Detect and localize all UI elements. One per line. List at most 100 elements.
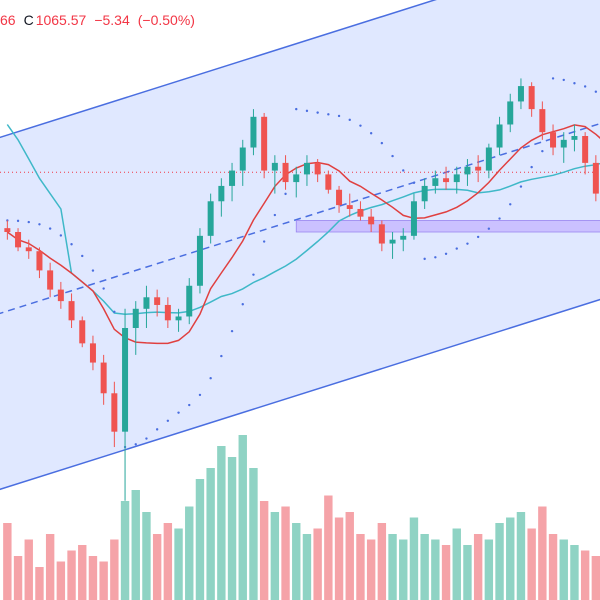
channel-lower-line xyxy=(0,298,600,491)
volume-bar xyxy=(570,545,579,600)
volume-bar xyxy=(527,528,536,600)
volume-bar xyxy=(463,545,472,600)
candle-body xyxy=(68,301,75,321)
candle-body xyxy=(432,178,439,186)
volume-bar xyxy=(142,512,151,600)
psar-dot xyxy=(113,310,116,313)
volume-bar xyxy=(185,506,194,600)
candle-body xyxy=(485,147,492,171)
candle-body xyxy=(207,201,214,236)
psar-dot xyxy=(16,219,20,223)
volume-bar xyxy=(334,517,344,600)
volume-bar xyxy=(163,523,173,600)
psar-dot xyxy=(337,114,341,118)
candle-body xyxy=(122,328,129,432)
candle-body xyxy=(336,189,343,206)
volume-bar xyxy=(580,550,590,600)
candle-body xyxy=(325,174,332,190)
candle-body xyxy=(528,86,535,110)
psar-dot xyxy=(509,203,512,206)
close-label: C xyxy=(23,12,34,28)
candle-body xyxy=(25,247,32,252)
candle-body xyxy=(368,216,375,225)
candle-body xyxy=(550,132,557,148)
psar-dot xyxy=(177,411,180,414)
volume-bar xyxy=(538,506,547,600)
candle-body xyxy=(314,162,321,175)
psar-dot xyxy=(48,227,52,230)
psar-dot xyxy=(220,354,223,358)
psar-dot xyxy=(252,273,255,276)
psar-dot xyxy=(530,165,533,169)
candle-body xyxy=(47,270,54,290)
candle-body xyxy=(582,136,589,163)
candle-body xyxy=(250,116,257,148)
candle-body xyxy=(164,304,171,321)
psar-dot xyxy=(209,377,212,380)
psar-dot xyxy=(541,149,544,153)
volume-bar xyxy=(484,539,494,600)
slow-moving-average-line xyxy=(6,124,600,315)
candle-body xyxy=(143,297,150,309)
volume-bar xyxy=(3,523,12,600)
candle-body xyxy=(154,297,161,305)
volume-bar xyxy=(324,495,333,600)
volume-bar xyxy=(174,528,183,600)
volume-bar xyxy=(88,556,98,600)
psar-dot xyxy=(444,252,448,255)
ohlc-legend: 66 C 1065.57 −5.34 (−0.50%) xyxy=(0,12,203,28)
psar-dot xyxy=(476,235,480,239)
psar-dot xyxy=(262,240,266,243)
volume-bar xyxy=(366,539,376,600)
candle-body xyxy=(507,101,514,125)
candle-body xyxy=(15,232,22,248)
volume-bar xyxy=(441,545,451,600)
candle-body xyxy=(496,124,503,148)
volume-bar xyxy=(227,457,237,600)
psar-dot xyxy=(81,254,84,258)
psar-dot xyxy=(230,329,234,333)
candle-body xyxy=(175,316,182,321)
volume-bar xyxy=(281,506,290,600)
candle-body xyxy=(89,343,96,363)
candle-body xyxy=(453,174,460,183)
candle-body xyxy=(271,162,278,171)
volume-bar xyxy=(45,534,55,600)
volume-bar xyxy=(238,435,247,600)
psar-dot xyxy=(134,443,137,446)
psar-dot xyxy=(498,217,501,220)
psar-dot xyxy=(519,185,523,188)
volume-bar xyxy=(78,545,87,600)
psar-dot xyxy=(38,223,41,226)
volume-bar xyxy=(506,517,515,600)
candle-body xyxy=(571,136,578,140)
channel-median-line xyxy=(0,122,600,315)
candle-body xyxy=(592,162,599,194)
psar-dot xyxy=(198,393,202,397)
psar-dot xyxy=(412,181,416,185)
volume-bar xyxy=(152,534,162,600)
candle-body xyxy=(475,166,482,171)
psar-dot xyxy=(102,287,105,290)
volume-bar xyxy=(399,539,408,600)
volume-bar xyxy=(313,528,322,600)
psar-dot xyxy=(573,82,576,85)
volume-bar xyxy=(388,534,397,600)
volume-bar xyxy=(420,534,429,600)
candle-body xyxy=(464,166,471,175)
psar-dot xyxy=(59,234,63,237)
psar-dot xyxy=(551,77,555,80)
psar-dot xyxy=(155,428,159,431)
psar-dot xyxy=(359,124,362,127)
psar-dot xyxy=(316,111,319,114)
psar-dot xyxy=(284,192,287,196)
candle-body xyxy=(378,224,385,244)
candle-body xyxy=(261,116,268,171)
psar-dot xyxy=(327,113,330,116)
volume-bar xyxy=(548,534,558,600)
psar-dot xyxy=(391,154,394,158)
volume-bar xyxy=(110,539,119,600)
volume-bar xyxy=(302,534,312,600)
candle-body xyxy=(132,308,139,328)
